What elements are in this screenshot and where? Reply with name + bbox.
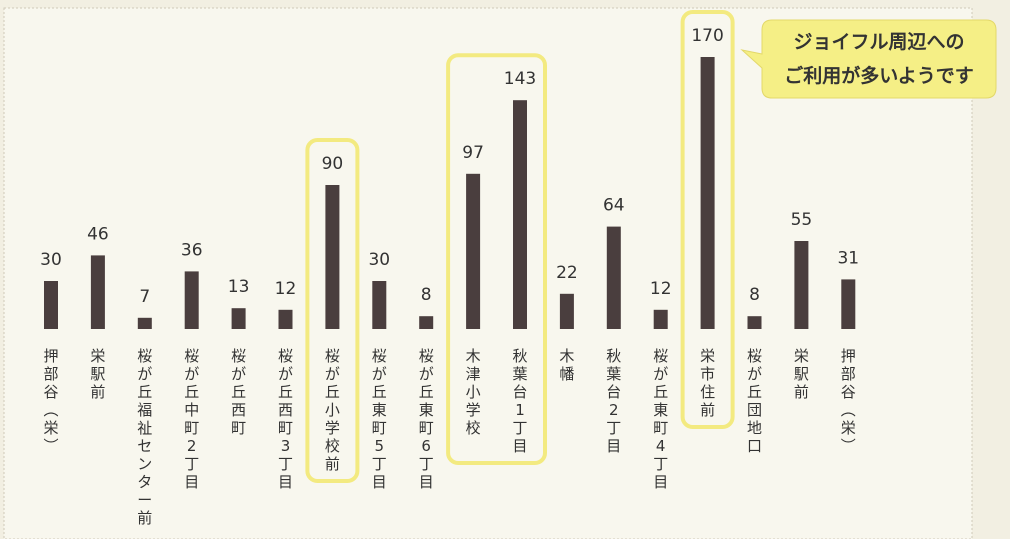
- value-label: 13: [228, 277, 250, 297]
- bar: [419, 316, 434, 329]
- bar: [372, 281, 387, 329]
- bar: [278, 309, 293, 329]
- value-label: 143: [504, 69, 536, 89]
- value-label: 30: [40, 250, 62, 270]
- value-label: 55: [791, 210, 813, 230]
- bar: [137, 317, 152, 329]
- bar: [606, 226, 621, 329]
- callout-line-2: ご利用が多いようです: [784, 65, 974, 87]
- bar: [466, 173, 481, 329]
- callout-shape: [740, 19, 997, 99]
- value-label: 30: [368, 250, 390, 270]
- value-label: 170: [691, 26, 723, 46]
- category-label: 栄市住前: [700, 347, 715, 419]
- bar: [44, 281, 58, 329]
- callout-bubble: ジョイフル周辺への ご利用が多いようです: [740, 14, 1008, 104]
- value-label: 46: [87, 224, 109, 244]
- bar: [513, 100, 527, 329]
- value-label: 64: [603, 196, 625, 216]
- category-label: 押部谷︵栄︶: [841, 347, 856, 455]
- bar: [700, 57, 715, 329]
- category-label: 桜が丘中町 2 丁目: [184, 347, 199, 491]
- category-label: 桜が丘西町: [231, 347, 246, 437]
- category-label: 桜が丘東町 5 丁目: [372, 347, 387, 491]
- value-label: 97: [462, 143, 484, 163]
- bar: [747, 316, 762, 329]
- value-label: 12: [275, 279, 297, 299]
- value-label: 31: [837, 248, 859, 268]
- callout-text: ジョイフル周辺への ご利用が多いようです: [760, 14, 998, 104]
- value-label: 36: [181, 240, 203, 260]
- value-label: 7: [139, 287, 150, 307]
- category-label: 秋葉台 1 丁目: [512, 347, 527, 455]
- category-label: 栄駅前: [794, 347, 809, 401]
- highlight-frame: [305, 138, 360, 483]
- value-label: 8: [749, 285, 760, 305]
- category-label: 木津小学校: [466, 347, 481, 437]
- bar: [325, 185, 340, 329]
- category-label: 押部谷︵栄︶: [43, 347, 58, 455]
- category-label: 桜が丘小学校前: [325, 347, 340, 473]
- category-label: 秋葉台 2 丁目: [606, 347, 621, 455]
- value-label: 22: [556, 263, 578, 283]
- highlight-frame: [446, 53, 548, 465]
- bar: [841, 279, 856, 329]
- bar: [90, 255, 105, 329]
- category-label: 木幡: [559, 347, 574, 383]
- value-label: 8: [421, 285, 432, 305]
- bar: [184, 271, 199, 329]
- bar: [794, 241, 809, 329]
- category-label: 桜が丘西町 3 丁目: [278, 347, 293, 491]
- value-label: 90: [322, 154, 344, 174]
- callout-line-1: ジョイフル周辺への: [793, 31, 965, 53]
- category-label: 栄駅前: [90, 347, 105, 401]
- highlight-frame: [680, 10, 735, 429]
- bar: [653, 309, 668, 329]
- category-label: 桜が丘東町 4 丁目: [653, 347, 668, 491]
- bar: [231, 308, 246, 329]
- category-label: 桜が丘団地口: [747, 347, 762, 455]
- category-label: 桜が丘東町 6 丁目: [419, 347, 434, 491]
- value-label: 12: [650, 279, 672, 299]
- bar: [559, 293, 574, 329]
- category-label: 桜が丘福祉センター前: [137, 347, 152, 527]
